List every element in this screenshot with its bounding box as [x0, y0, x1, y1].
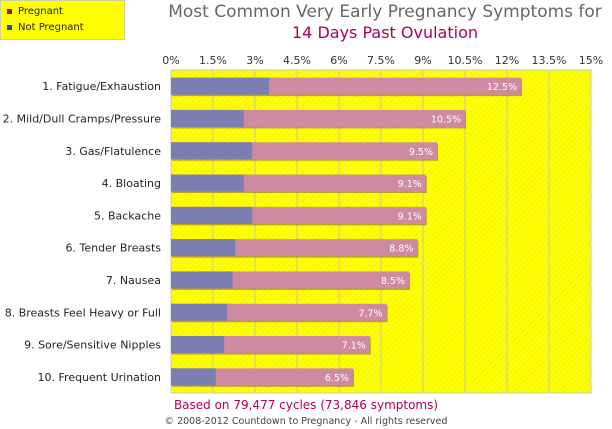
- x-tick-label: 1.5%: [199, 54, 227, 67]
- x-tick-label: 4.5%: [283, 54, 311, 67]
- category-label: 3. Gas/Flatulence: [65, 145, 161, 158]
- legend-swatch-not-pregnant: [7, 25, 12, 30]
- bar-not-pregnant: [171, 368, 216, 386]
- copyright: © 2008-2012 Countdown to Pregnancy - All…: [164, 416, 448, 427]
- x-tick-label: 0%: [162, 54, 179, 67]
- value-label: 7.7%: [358, 308, 382, 319]
- bar-pregnant: [171, 109, 465, 127]
- category-label: 10. Frequent Urination: [38, 371, 162, 384]
- legend-item-not-pregnant: Not Pregnant: [7, 22, 84, 33]
- value-label: 9.1%: [398, 211, 422, 222]
- value-label: 12.5%: [487, 82, 517, 93]
- legend-label-not-pregnant: Not Pregnant: [18, 22, 84, 33]
- bar-not-pregnant: [171, 303, 227, 321]
- value-label: 7.1%: [342, 341, 366, 352]
- bar-not-pregnant: [171, 239, 236, 257]
- x-tick-label: 15%: [579, 54, 603, 67]
- chart-title: Most Common Very Early Pregnancy Symptom…: [168, 2, 602, 22]
- bar-not-pregnant: [171, 336, 225, 354]
- x-tick-label: 13.5%: [532, 54, 567, 67]
- legend-swatch-pregnant: [7, 9, 12, 14]
- category-label: 2. Mild/Dull Cramps/Pressure: [3, 112, 162, 125]
- value-label: 9.5%: [409, 147, 433, 158]
- category-label: 6. Tender Breasts: [66, 242, 162, 255]
- category-label: 7. Nausea: [106, 274, 161, 287]
- value-label: 8.8%: [389, 244, 413, 255]
- bar-not-pregnant: [171, 142, 253, 160]
- legend-item-pregnant: Pregnant: [7, 6, 63, 17]
- category-label: 8. Breasts Feel Heavy or Full: [5, 306, 161, 319]
- x-tick-label: 6%: [330, 54, 347, 67]
- bar-pregnant: [171, 368, 353, 386]
- bar-not-pregnant: [171, 174, 244, 192]
- category-label: 1. Fatigue/Exhaustion: [42, 80, 161, 93]
- bar-not-pregnant: [171, 77, 269, 95]
- legend-label-pregnant: Pregnant: [18, 6, 63, 17]
- chart-subtitle: 14 Days Past Ovulation: [292, 23, 478, 42]
- value-label: 8.5%: [381, 276, 405, 287]
- value-label: 9.1%: [398, 179, 422, 190]
- x-tick-label: 7.5%: [367, 54, 395, 67]
- x-tick-label: 12%: [495, 54, 519, 67]
- category-label: 4. Bloating: [102, 177, 161, 190]
- x-tick-label: 10.5%: [448, 54, 483, 67]
- category-label: 9. Sore/Sensitive Nipples: [24, 339, 161, 352]
- category-label: 5. Backache: [94, 209, 161, 222]
- bar-not-pregnant: [171, 206, 253, 224]
- x-tick-label: 3%: [246, 54, 263, 67]
- bar-not-pregnant: [171, 109, 244, 127]
- footnote: Based on 79,477 cycles (73,846 symptoms): [173, 398, 439, 412]
- legend: Pregnant Not Pregnant: [0, 0, 125, 40]
- bar-not-pregnant: [171, 271, 233, 289]
- x-tick-label: 9%: [414, 54, 431, 67]
- value-label: 10.5%: [431, 114, 461, 125]
- value-label: 6.5%: [325, 373, 349, 384]
